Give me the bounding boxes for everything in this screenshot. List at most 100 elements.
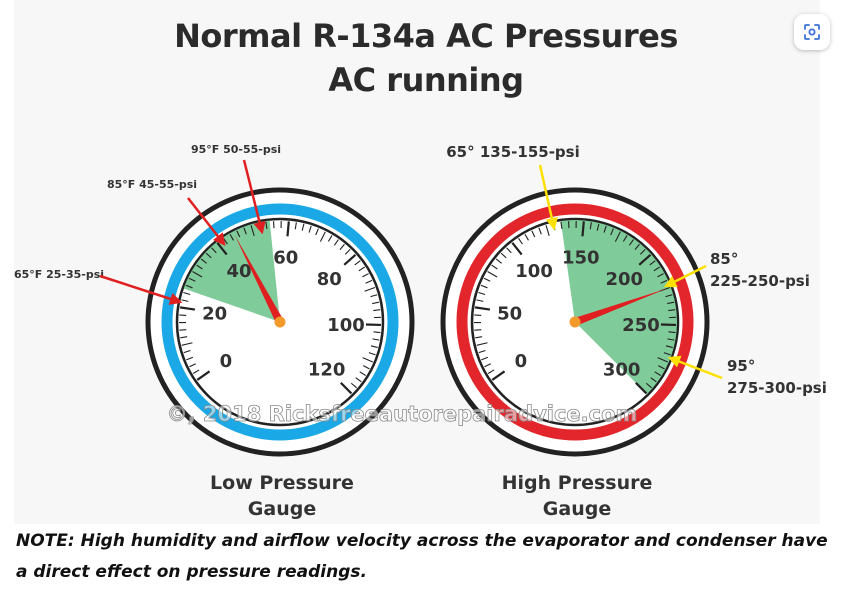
high-gauge-tick (487, 271, 498, 278)
low-gauge-ticks (178, 221, 381, 395)
low-gauge-tick (373, 309, 381, 312)
low-callout-95f: 95°F 50-55-psi (191, 143, 281, 156)
low-gauge-tick (200, 258, 207, 264)
low-callout-65f: 65°F 25-35-psi (14, 268, 104, 281)
low-gauge-tick (343, 254, 357, 266)
high-gauge-tick (663, 352, 671, 356)
high-gauge-tick (668, 309, 676, 312)
high-gauge-tick (614, 231, 621, 242)
high-gauge-tick (487, 369, 495, 374)
high-gauge-tick (483, 277, 491, 282)
low-gauge-tick (333, 239, 339, 246)
low-gauge-tick-label: 60 (273, 247, 298, 268)
low-gauge-tick-label: 80 (317, 269, 342, 290)
high-gauge-hub (569, 316, 581, 328)
low-gauge-tick (340, 382, 353, 395)
low-gauge-tick (192, 369, 200, 374)
low-normal-range (183, 220, 280, 322)
high-gauge-tick (610, 228, 614, 236)
high-gauge-tick (491, 264, 498, 270)
high-callout-95-range: 275-300-psi (727, 379, 827, 397)
lens-icon (804, 24, 820, 40)
low-gauge-tick (350, 382, 357, 389)
high-gauge-tick (638, 254, 652, 266)
low-gauge-tick (243, 227, 247, 235)
high-caption-line-2: Gauge (542, 498, 612, 520)
high-gauge-tick (500, 252, 507, 259)
high-gauge-tick-label: 0 (515, 351, 528, 372)
low-gauge-tick (265, 221, 268, 229)
high-gauge-tick (476, 299, 484, 302)
high-gauge-tick (657, 357, 668, 363)
high-arrow-65 (538, 164, 558, 231)
low-arrow-85f (187, 197, 226, 246)
watermark: ©, 2018 Ricksfreeautorepairadvice.com (167, 402, 638, 426)
high-pressure-gauge: 0 50 100 150 200 250 300 (440, 187, 710, 457)
low-gauge-tick (362, 357, 373, 363)
high-gauge-tick (634, 243, 640, 250)
high-gauge-tick (665, 345, 673, 349)
low-gauge-tick (362, 365, 370, 370)
low-gauge-tick (301, 223, 305, 231)
title-line-1: Normal R-134a AC Pressures (174, 17, 678, 55)
low-gauge-tick (358, 266, 366, 272)
high-gauge-tick (639, 248, 646, 255)
high-caption-line-1: High Pressure (501, 472, 653, 494)
low-gauge-tick (359, 371, 366, 376)
note-text: NOTE: High humidity and airflow velocity… (16, 531, 828, 582)
high-gauge-tick (524, 233, 529, 241)
low-gauge-hub (274, 316, 286, 328)
high-gauge-tick (596, 223, 600, 231)
low-gauge-tick (180, 336, 188, 339)
low-gauge-tick (183, 350, 191, 354)
high-gauge-tick-label: 300 (603, 360, 641, 381)
high-gauge-tick (650, 377, 657, 383)
high-gauge-tick (474, 329, 482, 331)
low-gauge-tick (181, 342, 193, 346)
low-gauge-tick (181, 299, 189, 302)
high-gauge-caption: High Pressure Gauge (477, 470, 677, 522)
high-gauge-tick (581, 221, 585, 237)
low-gauge-tick (236, 230, 241, 238)
high-gauge-tick (531, 230, 536, 238)
high-gauge-tick (665, 294, 673, 298)
low-arrow-95f (242, 159, 266, 235)
low-gauge-tick (294, 222, 297, 230)
low-gauge-caption: Low Pressure Gauge (182, 470, 382, 522)
low-gauge-tick (188, 277, 196, 282)
low-gauge-tick (308, 225, 312, 233)
high-gauge-tick (506, 247, 512, 254)
high-gauge-tick-label: 50 (497, 303, 522, 324)
high-gauge-tick (474, 306, 491, 311)
high-gauge-tick (654, 371, 661, 376)
low-gauge-tick (370, 294, 378, 298)
visual-search-button[interactable] (794, 14, 830, 50)
low-gauge-tick-label: 20 (202, 303, 227, 324)
high-arrow-85 (663, 264, 707, 288)
low-caption-line-2: Gauge (247, 498, 317, 520)
low-gauge-pointer (234, 235, 284, 324)
low-caption-line-1: Low Pressure (210, 472, 354, 494)
high-gauge-ticks (473, 221, 676, 395)
high-gauge-tick (635, 382, 648, 395)
page-title: Normal R-134a AC Pressures AC running (0, 14, 848, 102)
low-gauge-tick (205, 252, 212, 259)
low-gauge-tick (327, 235, 333, 242)
high-callout-65: 65° 135-155-psi (446, 143, 579, 161)
high-gauge-tick (657, 273, 664, 278)
low-gauge-tick (196, 264, 203, 270)
high-gauge-tick-labels: 0 50 100 150 200 250 300 (497, 247, 660, 380)
low-gauge-tick (315, 228, 319, 236)
low-gauge-tick (355, 377, 362, 383)
high-gauge-tick (653, 266, 661, 272)
high-callout-85-range: 225-250-psi (710, 272, 810, 290)
high-gauge-tick (480, 284, 488, 289)
low-gauge-tick (185, 284, 193, 289)
low-gauge-tick (192, 271, 203, 278)
high-gauge-tick (476, 342, 488, 346)
low-gauge-tick-label: 0 (220, 351, 233, 372)
high-gauge-tick (649, 260, 656, 266)
high-gauge-tick (657, 365, 665, 370)
high-gauge-tick-label: 200 (606, 269, 644, 290)
